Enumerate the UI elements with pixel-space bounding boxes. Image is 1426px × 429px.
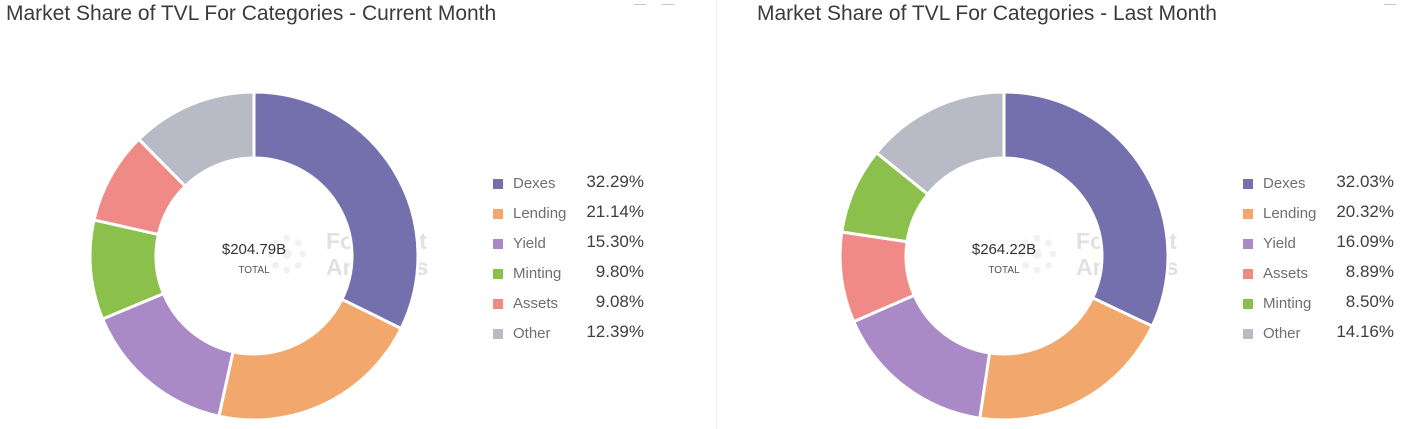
legend-label: Other xyxy=(513,325,551,342)
legend-value: 8.89% xyxy=(1345,262,1394,281)
legend-label: Dexes xyxy=(1263,175,1306,192)
legend-swatch xyxy=(1243,299,1253,309)
fullscreen-icon[interactable] xyxy=(662,0,674,5)
legend-item-assets[interactable]: Assets 8.89% xyxy=(1243,261,1418,291)
center-total-value: $264.22B xyxy=(972,241,1036,258)
legend-label: Lending xyxy=(1263,205,1317,222)
legend-label: Dexes xyxy=(513,175,556,192)
legend-label: Yield xyxy=(513,235,546,252)
legend-label: Other xyxy=(1263,325,1301,342)
watermark-logo xyxy=(267,234,307,274)
chart-legend: Dexes 32.03% Lending 20.32% Yield 16.09% Asset… xyxy=(1243,171,1418,351)
slice-other[interactable] xyxy=(136,90,256,189)
legend-swatch xyxy=(493,269,503,279)
legend-swatch xyxy=(493,179,503,189)
panel-divider xyxy=(716,0,717,429)
legend-swatch xyxy=(1243,329,1253,339)
slice-dexes[interactable] xyxy=(252,90,420,331)
legend-item-minting[interactable]: Minting 9.80% xyxy=(493,261,668,291)
legend-value: 9.08% xyxy=(595,292,644,311)
legend-value: 32.29% xyxy=(586,172,644,191)
chart-panel-last-month: Market Share of TVL For Categories - Las… xyxy=(722,0,1426,429)
legend-item-other[interactable]: Other 14.16% xyxy=(1243,321,1418,351)
legend-value: 32.03% xyxy=(1336,172,1394,191)
legend-label: Assets xyxy=(513,295,559,312)
legend-swatch xyxy=(1243,209,1253,219)
center-total-label: TOTAL xyxy=(238,265,270,276)
legend-value: 8.50% xyxy=(1345,292,1394,311)
legend-value: 21.14% xyxy=(586,202,644,221)
legend-item-minting[interactable]: Minting 8.50% xyxy=(1243,291,1418,321)
legend-label: Minting xyxy=(1263,295,1312,312)
legend-value: 14.16% xyxy=(1336,322,1394,341)
legend-value: 15.30% xyxy=(586,232,644,251)
minimize-icon[interactable] xyxy=(634,0,646,5)
legend-label: Lending xyxy=(513,205,567,222)
legend-item-lending[interactable]: Lending 21.14% xyxy=(493,201,668,231)
chart-title: Market Share of TVL For Categories - Cur… xyxy=(6,2,497,25)
legend-swatch xyxy=(493,239,503,249)
legend-item-lending[interactable]: Lending 20.32% xyxy=(1243,201,1418,231)
legend-item-dexes[interactable]: Dexes 32.03% xyxy=(1243,171,1418,201)
legend-value: 20.32% xyxy=(1336,202,1394,221)
legend-swatch xyxy=(493,299,503,309)
legend-value: 9.80% xyxy=(595,262,644,281)
watermark-logo xyxy=(1017,234,1057,274)
slice-other[interactable] xyxy=(874,90,1006,197)
legend-label: Assets xyxy=(1263,265,1309,282)
legend-swatch xyxy=(493,209,503,219)
legend-item-assets[interactable]: Assets 9.08% xyxy=(493,291,668,321)
legend-label: Minting xyxy=(513,265,562,282)
chart-title: Market Share of TVL For Categories - Las… xyxy=(757,2,1217,25)
legend-item-other[interactable]: Other 12.39% xyxy=(493,321,668,351)
panel-tools xyxy=(1384,0,1396,5)
slice-lending[interactable] xyxy=(217,297,404,422)
legend-item-yield[interactable]: Yield 16.09% xyxy=(1243,231,1418,261)
legend-label: Yield xyxy=(1263,235,1296,252)
center-total-value: $204.79B xyxy=(222,241,286,258)
legend-swatch xyxy=(493,329,503,339)
slice-lending[interactable] xyxy=(978,295,1155,422)
chart-panel-current-month: Market Share of TVL For Categories - Cur… xyxy=(0,0,712,429)
fullscreen-icon[interactable] xyxy=(1384,0,1396,5)
center-total-label: TOTAL xyxy=(988,265,1020,276)
chart-legend: Dexes 32.29% Lending 21.14% Yield 15.30% Minti… xyxy=(493,171,668,351)
legend-item-yield[interactable]: Yield 15.30% xyxy=(493,231,668,261)
legend-item-dexes[interactable]: Dexes 32.29% xyxy=(493,171,668,201)
legend-value: 12.39% xyxy=(586,322,644,341)
legend-swatch xyxy=(1243,179,1253,189)
panel-tools xyxy=(634,0,674,5)
legend-swatch xyxy=(1243,269,1253,279)
slice-dexes[interactable] xyxy=(1002,90,1170,329)
legend-swatch xyxy=(1243,239,1253,249)
legend-value: 16.09% xyxy=(1336,232,1394,251)
